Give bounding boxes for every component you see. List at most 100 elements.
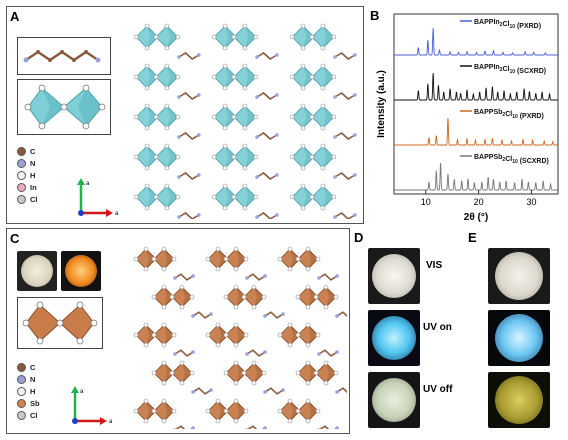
organic-chain <box>175 425 194 429</box>
octahedron-dimer <box>277 398 321 424</box>
octahedron-dimer <box>133 246 177 272</box>
panel-a: A C N H In Cl <box>6 6 364 224</box>
panel-label-e: E <box>468 230 477 245</box>
organic-chain <box>318 273 338 281</box>
organic-chain <box>178 172 200 180</box>
label-uv-on: UV on <box>423 322 452 333</box>
sample-plate <box>372 378 416 422</box>
organic-chain <box>178 92 200 100</box>
legend-swatch <box>17 170 26 180</box>
in-photo-uv-off <box>368 372 420 428</box>
series-label: BAPPSb2Cl10 (PXRD) <box>474 109 544 120</box>
label-uv-off: UV off <box>423 384 453 395</box>
organic-chain <box>256 212 278 219</box>
octahedron-dimer <box>133 398 177 424</box>
octahedron-dimer <box>205 322 249 348</box>
panel-d: D <box>354 228 420 434</box>
organic-chain <box>264 387 284 395</box>
y-axis-label: Intensity (a.u.) <box>376 70 387 138</box>
legend-row: Sb <box>17 397 40 409</box>
octahedron-dimer <box>211 23 259 51</box>
legend-label: C <box>30 146 36 156</box>
legend-label: H <box>30 386 36 396</box>
x-tick-label: 30 <box>527 197 537 207</box>
octahedron-dimer <box>289 183 337 211</box>
legend-row: C <box>17 145 38 157</box>
organic-chain <box>336 311 347 318</box>
organic-chain <box>334 52 356 60</box>
organic-chain <box>334 212 356 219</box>
panel-label-a: A <box>10 9 20 24</box>
legend-row: Cl <box>17 409 40 421</box>
legend-row: N <box>17 373 40 385</box>
organic-chain <box>256 52 278 60</box>
octahedron-dimer <box>211 63 259 91</box>
panel-b: B BAPPIn2Cl10 (PXRD) BAPPIn2Cl10 (SCXRD) B… <box>368 6 564 224</box>
sample-plate <box>495 252 543 300</box>
legend-label: C <box>30 362 36 372</box>
legend-row: N <box>17 157 38 169</box>
legend-label: Cl <box>30 194 38 204</box>
octahedron-dimer <box>277 322 321 348</box>
xrd-series-line <box>394 162 558 191</box>
x-axis-label: 2θ (°) <box>464 212 488 223</box>
xrd-series-line <box>394 27 558 56</box>
organic-chain <box>319 425 338 429</box>
organic-chain <box>256 92 278 100</box>
panel-label-b: B <box>370 8 380 23</box>
sample-plate <box>65 255 97 287</box>
legend-row: H <box>17 385 40 397</box>
octahedron-dimer <box>277 246 321 272</box>
octahedron-dimer <box>211 143 259 171</box>
organic-chain <box>334 92 356 100</box>
octahedron-dimer <box>151 360 195 386</box>
sb-photo-uv <box>61 251 101 291</box>
sb-photo-uv-on <box>488 310 550 366</box>
in-photo-vis <box>368 248 420 304</box>
octahedron-dimer <box>133 63 181 91</box>
panel-c: C C N H Sb Cl a a <box>6 228 350 434</box>
octahedron-dimer <box>211 103 259 131</box>
octahedron-dimer <box>133 322 177 348</box>
legend-swatch <box>17 158 26 168</box>
organic-chain <box>246 349 266 357</box>
axis-triad-c: a a <box>71 386 113 425</box>
axis-label-vertical: a <box>80 389 84 395</box>
axis-label-horizontal: a <box>115 211 119 217</box>
sample-plate <box>21 255 53 287</box>
organic-chain <box>334 132 356 140</box>
legend-swatch <box>17 410 26 420</box>
organic-chain <box>256 132 278 140</box>
octahedron-dimer <box>133 183 181 211</box>
organic-chain <box>264 311 284 319</box>
organic-chain <box>178 52 200 60</box>
organic-chain <box>178 212 200 219</box>
sb-crystal-packing <box>133 246 347 429</box>
legend-swatch <box>17 146 26 156</box>
organic-chain <box>178 132 200 140</box>
legend-swatch <box>17 362 26 372</box>
legend-swatch <box>17 398 26 408</box>
octahedron-dimer <box>289 143 337 171</box>
legend-swatch <box>17 194 26 204</box>
xrd-series-line <box>394 117 558 146</box>
axis-label-horizontal: a <box>109 419 113 425</box>
plot-frame <box>393 13 559 195</box>
label-vis: VIS <box>426 260 443 271</box>
panel-label-d: D <box>354 230 364 245</box>
panel-label-c: C <box>10 231 20 246</box>
cation-inset <box>17 37 111 75</box>
legend-swatch <box>17 374 26 384</box>
legend-row: H <box>17 169 38 181</box>
legend-label: In <box>30 182 37 192</box>
organic-chain <box>174 349 194 357</box>
organic-chain <box>174 273 194 281</box>
x-tick-label: 20 <box>474 197 484 207</box>
octahedron-dimer <box>289 63 337 91</box>
organic-chain <box>334 172 356 180</box>
in-photo-uv-on <box>368 310 420 366</box>
cation-molecule-drawing <box>23 50 101 63</box>
legend-row: Cl <box>17 193 38 205</box>
sb2cl10-dimer-drawing <box>22 301 98 345</box>
octahedron-dimer <box>133 23 181 51</box>
